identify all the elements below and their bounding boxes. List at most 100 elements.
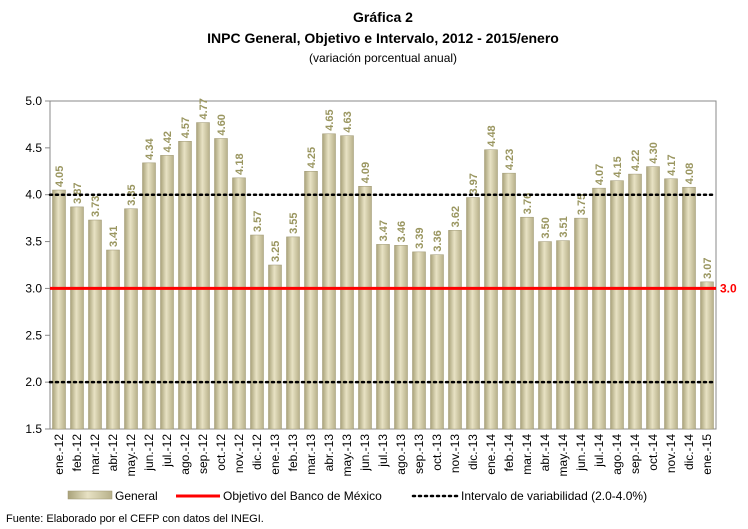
value-label: 4.15 bbox=[612, 156, 624, 177]
legend-label: Intervalo de variabilidad (2.0-4.0%) bbox=[461, 489, 647, 503]
bar bbox=[340, 135, 354, 430]
value-label: 4.07 bbox=[594, 164, 606, 185]
chart-subtitle: INPC General, Objetivo e Intervalo, 2012… bbox=[207, 30, 559, 46]
value-label: 4.08 bbox=[684, 163, 696, 184]
bar bbox=[520, 216, 534, 430]
bar bbox=[628, 173, 642, 430]
bar bbox=[610, 180, 624, 430]
bar bbox=[502, 172, 516, 430]
x-tick-label: sep.-14 bbox=[628, 434, 642, 474]
value-label: 4.60 bbox=[216, 114, 228, 135]
x-tick-label: sep.-13 bbox=[412, 434, 426, 474]
x-tick-label: feb.-13 bbox=[286, 434, 300, 472]
x-tick-label: nov.-14 bbox=[664, 434, 678, 473]
x-tick-label: ene.-13 bbox=[268, 434, 282, 475]
x-tick-label: jun.-14 bbox=[574, 434, 588, 472]
chart-subtitle: (variación porcentual anual) bbox=[309, 51, 457, 65]
x-tick-label: nov.-12 bbox=[232, 434, 246, 473]
bar bbox=[178, 141, 192, 430]
value-label: 4.77 bbox=[198, 98, 210, 119]
value-label: 3.47 bbox=[378, 220, 390, 241]
bar bbox=[268, 264, 282, 430]
x-tick-label: may.-13 bbox=[340, 434, 354, 477]
x-tick-label: ene.-15 bbox=[700, 434, 714, 475]
legend-label: General bbox=[115, 489, 158, 503]
value-label: 4.22 bbox=[630, 150, 642, 171]
value-label: 3.97 bbox=[468, 173, 480, 194]
value-label: 4.23 bbox=[504, 149, 516, 170]
value-label: 4.18 bbox=[234, 153, 246, 174]
value-label: 4.34 bbox=[144, 138, 156, 160]
x-tick-label: may.-12 bbox=[124, 434, 138, 477]
x-tick-label: abr.-13 bbox=[322, 434, 336, 472]
bar bbox=[70, 206, 84, 430]
value-label: 3.39 bbox=[414, 227, 426, 248]
bar bbox=[286, 236, 300, 430]
x-tick-label: jun.-12 bbox=[142, 434, 156, 472]
chart-title: Gráfica 2 bbox=[353, 9, 413, 25]
x-tick-label: oct.-13 bbox=[430, 434, 444, 471]
bar bbox=[430, 254, 444, 430]
legend-swatch bbox=[67, 490, 113, 500]
bar bbox=[106, 249, 120, 430]
x-tick-label: oct.-12 bbox=[214, 434, 228, 471]
value-label: 3.46 bbox=[396, 221, 408, 242]
value-label: 3.57 bbox=[252, 211, 264, 232]
x-tick-label: dic.-13 bbox=[466, 434, 480, 470]
value-label: 3.85 bbox=[126, 184, 138, 205]
y-tick-label: 2.0 bbox=[25, 375, 42, 389]
value-label: 4.63 bbox=[342, 111, 354, 132]
y-tick-label: 5.0 bbox=[25, 94, 42, 108]
y-tick-label: 2.5 bbox=[25, 328, 42, 342]
bar bbox=[664, 178, 678, 430]
y-tick-label: 3.0 bbox=[25, 281, 42, 295]
y-tick-label: 4.5 bbox=[25, 141, 42, 155]
bar bbox=[52, 189, 66, 430]
x-tick-label: jul.-12 bbox=[160, 434, 174, 468]
bar bbox=[448, 230, 462, 430]
x-tick-label: ene.-14 bbox=[484, 434, 498, 475]
bar bbox=[196, 122, 210, 430]
x-tick-label: mar.-12 bbox=[88, 434, 102, 475]
x-tick-label: sep.-12 bbox=[196, 434, 210, 474]
value-label: 3.62 bbox=[450, 206, 462, 227]
bar bbox=[304, 171, 318, 430]
bar bbox=[700, 281, 714, 430]
value-label: 3.51 bbox=[558, 216, 570, 237]
x-tick-label: mar.-13 bbox=[304, 434, 318, 475]
value-label: 3.75 bbox=[576, 194, 588, 215]
x-tick-label: dic.-12 bbox=[250, 434, 264, 470]
x-tick-label: jul.-13 bbox=[376, 434, 390, 468]
value-label: 3.55 bbox=[288, 212, 300, 233]
value-label: 4.05 bbox=[54, 166, 66, 187]
value-label: 4.09 bbox=[360, 162, 372, 183]
y-tick-label: 1.5 bbox=[25, 422, 42, 436]
legend-label: Objetivo del Banco de México bbox=[223, 489, 382, 503]
y-tick-label: 3.5 bbox=[25, 235, 42, 249]
bar bbox=[214, 138, 228, 430]
value-label: 3.50 bbox=[540, 217, 552, 238]
value-label: 4.25 bbox=[306, 147, 318, 168]
value-label: 4.42 bbox=[162, 131, 174, 152]
bar bbox=[682, 186, 696, 430]
value-label: 3.73 bbox=[90, 196, 102, 217]
bar bbox=[412, 251, 426, 430]
x-tick-label: jun.-13 bbox=[358, 434, 372, 472]
x-tick-label: ene.-12 bbox=[52, 434, 66, 475]
x-tick-label: feb.-12 bbox=[70, 434, 84, 472]
y-tick-label: 4.0 bbox=[25, 188, 42, 202]
value-label: 4.17 bbox=[666, 154, 678, 175]
x-tick-label: ago.-14 bbox=[610, 434, 624, 475]
x-tick-label: feb.-14 bbox=[502, 434, 516, 472]
bar bbox=[376, 244, 390, 430]
bar bbox=[142, 162, 156, 430]
value-label: 4.48 bbox=[486, 125, 498, 146]
value-label: 3.36 bbox=[432, 230, 444, 251]
bar bbox=[88, 219, 102, 430]
bar bbox=[160, 155, 174, 430]
bar bbox=[322, 133, 336, 430]
x-tick-label: nov.-13 bbox=[448, 434, 462, 473]
bar bbox=[574, 217, 588, 430]
bar bbox=[358, 186, 372, 430]
